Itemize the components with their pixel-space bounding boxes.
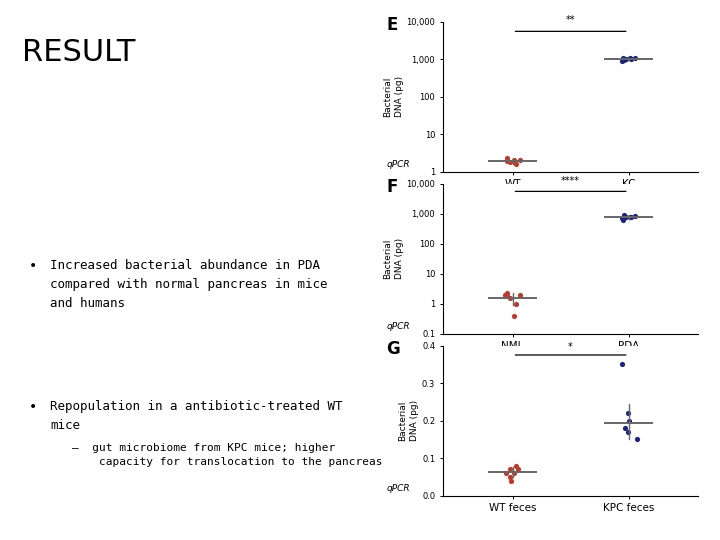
Point: [505, 465, 516, 474]
Point: [623, 428, 634, 436]
Point: [512, 465, 523, 474]
Y-axis label: Bacterial
DNA (pg): Bacterial DNA (pg): [398, 400, 419, 441]
Point: [625, 212, 636, 221]
Point: [508, 312, 520, 320]
Point: [626, 213, 637, 221]
Point: [616, 57, 628, 65]
Text: qPCR: qPCR: [387, 484, 410, 492]
Point: [501, 157, 513, 166]
Text: F: F: [387, 178, 398, 195]
Point: [618, 56, 630, 64]
Point: [501, 292, 513, 300]
Point: [501, 289, 513, 298]
Point: [629, 53, 640, 62]
Text: ****: ****: [561, 176, 580, 186]
Point: [616, 360, 628, 369]
Point: [505, 472, 516, 481]
Point: [501, 154, 513, 163]
Text: *: *: [568, 342, 573, 352]
Y-axis label: Bacterial
DNA (pg): Bacterial DNA (pg): [383, 76, 403, 117]
Point: [505, 294, 516, 303]
Point: [617, 54, 629, 63]
Point: [514, 156, 526, 164]
Text: •: •: [29, 259, 37, 273]
Text: Increased bacterial abundance in PDA
compared with normal pancreas in mice
and h: Increased bacterial abundance in PDA com…: [50, 259, 328, 310]
Point: [616, 214, 628, 222]
Point: [508, 156, 520, 165]
Y-axis label: Bacterial
DNA (pg): Bacterial DNA (pg): [383, 238, 403, 279]
Point: [624, 416, 635, 425]
Point: [618, 211, 630, 219]
Text: qPCR: qPCR: [387, 160, 410, 168]
Point: [620, 55, 631, 63]
Point: [626, 55, 637, 63]
Point: [508, 469, 520, 477]
Text: G: G: [387, 340, 400, 357]
Point: [505, 158, 516, 166]
Point: [629, 212, 640, 220]
Point: [500, 291, 511, 299]
Text: –  gut microbiome from KPC mice; higher
    capacity for translocation to the pa: – gut microbiome from KPC mice; higher c…: [72, 443, 382, 467]
Point: [620, 213, 631, 222]
Point: [514, 291, 526, 299]
Point: [619, 424, 631, 433]
Point: [500, 469, 512, 477]
Text: •: •: [29, 400, 37, 414]
Text: E: E: [387, 16, 398, 33]
Point: [510, 461, 522, 470]
Text: **: **: [566, 15, 575, 25]
Text: RESULT: RESULT: [22, 38, 135, 67]
Point: [625, 53, 636, 62]
Point: [617, 216, 629, 225]
Point: [631, 435, 642, 444]
Point: [505, 476, 516, 485]
Point: [510, 160, 522, 168]
Point: [622, 409, 634, 417]
Point: [510, 299, 522, 308]
Text: Repopulation in a antibiotic-treated WT
mice: Repopulation in a antibiotic-treated WT …: [50, 400, 343, 431]
Text: qPCR: qPCR: [387, 322, 410, 330]
